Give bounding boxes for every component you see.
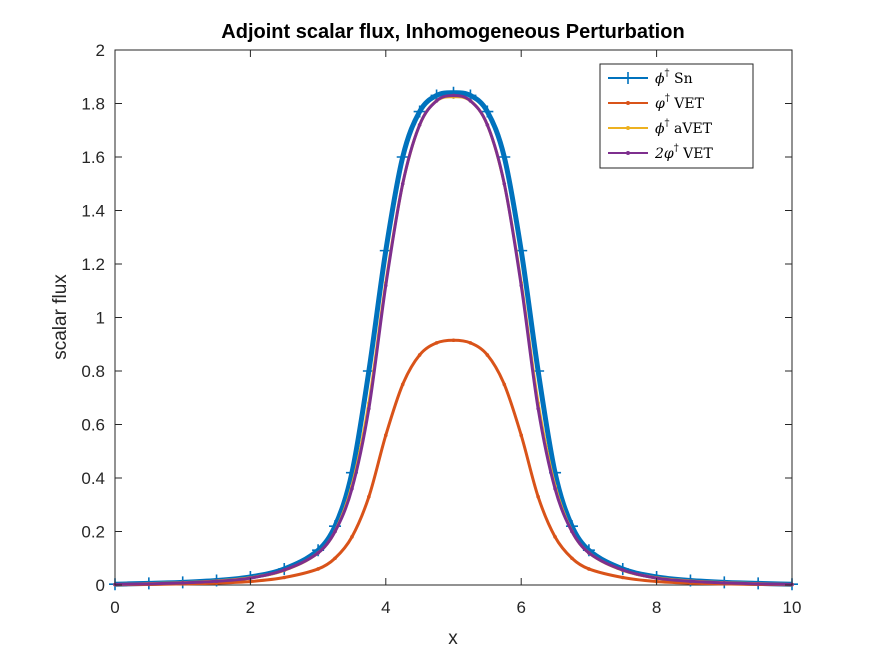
data-point [333, 556, 337, 561]
data-point [417, 123, 422, 127]
y-tick-label: 0.6 [81, 416, 105, 435]
data-point [519, 283, 523, 288]
data-point [570, 529, 574, 534]
data-point [498, 151, 511, 163]
y-tick-label: 1.6 [81, 148, 105, 167]
data-point [620, 568, 625, 572]
legend-label: ϕ† Sn [655, 68, 693, 87]
y-axis-label: scalar flux [50, 274, 71, 360]
data-point [451, 338, 456, 343]
data-point [536, 406, 540, 411]
data-point [367, 494, 371, 499]
data-point [400, 382, 405, 387]
legend-marker [622, 72, 634, 84]
data-point [756, 582, 760, 586]
data-point [282, 568, 287, 572]
y-tick-label: 1 [96, 309, 105, 328]
legend-label: φ† VET [655, 93, 705, 112]
data-point [396, 151, 409, 163]
chart-title: Adjoint scalar flux, Inhomogeneous Pertu… [221, 21, 684, 43]
data-point [434, 99, 439, 103]
data-point [519, 433, 523, 438]
data-point [587, 551, 591, 555]
y-tick-label: 0.4 [81, 469, 105, 488]
ticks-layer: 0 2 4 6 8 10 0 0.2 0.4 0.6 0.8 1 1.2 1.4 1.6 1.8 2 [81, 41, 801, 617]
legend-label: ϕ† aVET [655, 118, 713, 137]
data-point [350, 486, 354, 491]
data-point [400, 181, 405, 186]
data-point [333, 529, 337, 534]
x-tick-label: 4 [381, 598, 390, 617]
y-tick-label: 2 [96, 41, 105, 60]
data-point [536, 494, 540, 499]
x-tick-label: 2 [246, 598, 255, 617]
data-point [468, 99, 473, 103]
x-tick-label: 8 [652, 598, 661, 617]
data-point [147, 582, 151, 586]
data-point [316, 567, 320, 571]
legend-entry: φ† VET [608, 93, 705, 112]
data-point [214, 579, 219, 584]
x-tick-label: 0 [110, 598, 119, 617]
data-point [384, 283, 388, 288]
y-tick-label: 1.2 [81, 255, 105, 274]
series-layer [109, 86, 798, 591]
data-point [434, 341, 439, 345]
data-point [367, 406, 371, 411]
x-tick-label: 6 [516, 598, 525, 617]
data-point [620, 575, 625, 580]
legend-marker [626, 101, 630, 105]
legend: ϕ† Sn φ† VET ϕ† aVET 2φ† VET [599, 63, 754, 169]
data-point [587, 567, 591, 571]
data-point [180, 581, 185, 585]
legend-box [599, 63, 754, 169]
legend-marker [626, 151, 630, 155]
data-point [282, 575, 287, 580]
legend-entry: ϕ† aVET [608, 118, 713, 137]
data-point [553, 535, 557, 539]
series-4 [113, 93, 794, 587]
data-point [485, 353, 490, 357]
data-point [502, 382, 507, 387]
data-point [485, 123, 490, 127]
y-tick-label: 1.8 [81, 95, 105, 114]
data-point [481, 105, 494, 118]
data-point [722, 581, 727, 585]
x-axis-label: x [448, 628, 458, 649]
data-point [350, 535, 354, 539]
x-tick-label: 10 [783, 598, 802, 617]
data-point [468, 341, 473, 345]
y-tick-label: 1.4 [81, 202, 105, 221]
y-tick-label: 0.2 [81, 523, 105, 542]
data-point [384, 433, 388, 438]
data-point [553, 486, 557, 491]
y-tick-label: 0 [96, 576, 105, 595]
legend-marker [626, 126, 630, 130]
data-point [451, 93, 456, 98]
data-point [316, 551, 320, 555]
data-point [413, 105, 426, 118]
data-point [570, 556, 574, 561]
legend-label: 2φ† VET [654, 143, 713, 162]
data-point [502, 181, 507, 186]
data-point [417, 353, 422, 357]
data-point [688, 579, 693, 584]
legend-entry: 2φ† VET [608, 143, 713, 162]
legend-entry: ϕ† Sn [608, 68, 693, 87]
y-tick-label: 0.8 [81, 362, 105, 381]
